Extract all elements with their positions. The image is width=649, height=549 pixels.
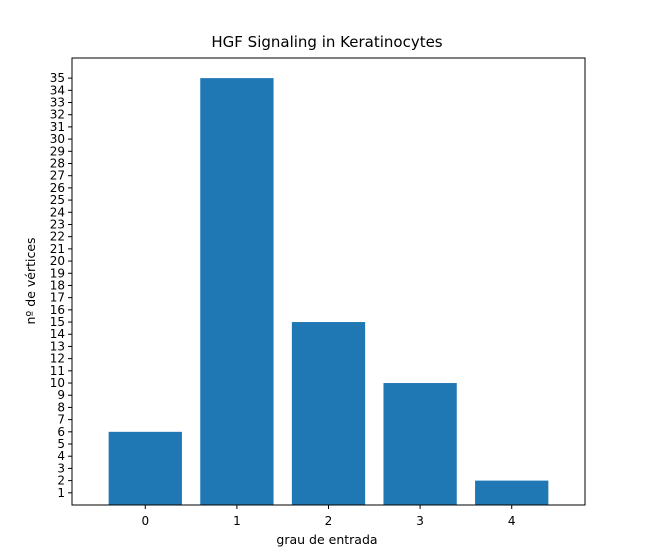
y-tick-label: 5 [57, 437, 65, 451]
y-axis-label: nº de vértices [23, 237, 38, 324]
y-tick-label: 3 [57, 461, 65, 475]
bar-2 [291, 322, 366, 505]
y-tick-label: 17 [50, 291, 65, 305]
y-tick-label: 1 [57, 486, 65, 500]
y-tick-label: 2 [57, 474, 65, 488]
x-tick-label: 2 [325, 514, 333, 528]
y-tick-label: 13 [50, 339, 65, 353]
bar-1 [200, 78, 274, 505]
bar-3 [383, 383, 457, 505]
y-tick-label: 31 [50, 120, 65, 134]
y-tick-label: 8 [57, 400, 65, 414]
y-tick-label: 35 [50, 71, 65, 85]
x-ticks-group: 0 1 2 3 4 [141, 505, 516, 528]
y-tick-label: 29 [50, 144, 65, 158]
y-tick-label: 32 [50, 108, 65, 122]
y-tick-label: 16 [50, 303, 65, 317]
y-tick-label: 9 [57, 388, 65, 402]
y-tick-label: 28 [50, 156, 65, 170]
y-tick-label: 4 [57, 449, 65, 463]
y-tick-label: 10 [50, 376, 65, 390]
x-tick-label: 1 [233, 514, 241, 528]
x-tick-label: 4 [508, 514, 516, 528]
y-tick-label: 24 [50, 205, 65, 219]
y-tick-label: 6 [57, 425, 65, 439]
y-tick-label: 11 [50, 364, 65, 378]
y-tick-label: 19 [50, 266, 65, 280]
y-ticks-group: 1234567891011121314151617181920212223242… [50, 71, 72, 500]
y-tick-label: 20 [50, 254, 65, 268]
y-tick-label: 27 [50, 169, 65, 183]
x-tick-label: 0 [141, 514, 149, 528]
y-tick-label: 21 [50, 242, 65, 256]
y-tick-label: 23 [50, 217, 65, 231]
y-tick-label: 26 [50, 181, 65, 195]
y-tick-label: 15 [50, 315, 65, 329]
y-tick-label: 25 [50, 193, 65, 207]
y-tick-label: 18 [50, 278, 65, 292]
bar-0 [108, 431, 182, 505]
y-tick-label: 33 [50, 96, 65, 110]
y-tick-label: 22 [50, 230, 65, 244]
y-tick-label: 7 [57, 413, 65, 427]
x-tick-label: 3 [416, 514, 424, 528]
bar-4 [475, 480, 549, 505]
plot-frame [71, 57, 586, 506]
y-tick-label: 34 [50, 83, 65, 97]
y-tick-label: 12 [50, 352, 65, 366]
bars-group [108, 78, 549, 505]
chart-title: HGF Signaling in Keratinocytes [211, 33, 442, 51]
x-axis-label: grau de entrada [276, 532, 377, 547]
y-tick-label: 30 [50, 132, 65, 146]
y-tick-label: 14 [50, 327, 65, 341]
